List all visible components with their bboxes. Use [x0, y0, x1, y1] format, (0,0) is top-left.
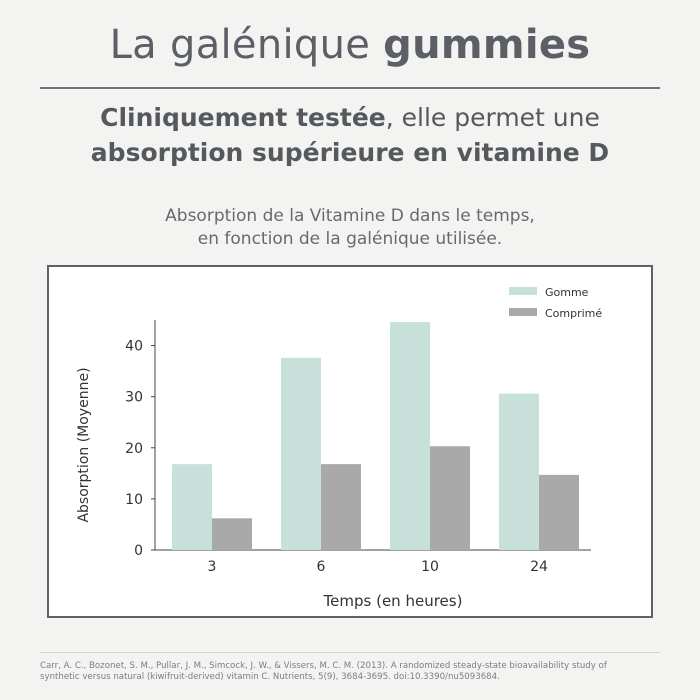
- y-tick-label: 20: [125, 441, 143, 457]
- chart-caption: Absorption de la Vitamine D dans le temp…: [0, 205, 700, 251]
- legend-label-comprime: Comprimé: [545, 307, 602, 320]
- y-tick-label: 40: [125, 339, 143, 355]
- footnote: Carr, A. C., Bozonet, S. M., Pullar, J. …: [40, 661, 670, 682]
- footnote-line-2: synthetic versus natural (kiwifruit-deri…: [40, 671, 500, 682]
- chart-frame: 0 10 20 30 40 3 6 10 24 Temps (en heures) Absorpti…: [47, 265, 653, 618]
- x-tick-label: 3: [208, 559, 217, 575]
- title-divider: [40, 87, 660, 89]
- y-tick-label: 30: [125, 390, 143, 406]
- bar-gomme: [172, 464, 212, 550]
- legend-swatch-comprime: [509, 308, 537, 316]
- subtitle-bold-1: Cliniquement testée: [100, 103, 386, 132]
- subtitle-line-1: Cliniquement testée, elle permet une: [0, 100, 700, 135]
- chart-caption-line-2: en fonction de la galénique utilisée.: [197, 229, 503, 249]
- x-tick-label: 10: [421, 559, 439, 575]
- bar-gomme: [281, 357, 321, 550]
- bar-comprime: [321, 464, 361, 550]
- x-axis-label: Temps (en heures): [323, 592, 463, 610]
- y-tick-label: 0: [134, 543, 143, 559]
- bar-gomme: [499, 393, 539, 550]
- title-light: La galénique: [109, 22, 371, 68]
- bar-chart: 0 10 20 30 40 3 6 10 24 Temps (en heures) Absorpti…: [76, 286, 602, 610]
- chart-caption-line-1: Absorption de la Vitamine D dans le temp…: [165, 206, 535, 226]
- subtitle-line-2: absorption supérieure en vitamine D: [0, 135, 700, 170]
- bar-comprime: [430, 446, 470, 550]
- subtitle-rest-1: , elle permet une: [385, 103, 600, 132]
- x-tick-label: 6: [317, 559, 326, 575]
- legend-label-gomme: Gomme: [545, 286, 589, 299]
- subtitle: Cliniquement testée, elle permet une abs…: [0, 100, 700, 170]
- y-tick-label: 10: [125, 492, 143, 508]
- page-title: La galénique gummies: [0, 22, 700, 68]
- footnote-divider: [40, 652, 660, 653]
- y-axis-label: Absorption (Moyenne): [76, 367, 92, 522]
- subtitle-bold-2: absorption supérieure en vitamine D: [90, 138, 610, 167]
- bar-comprime: [539, 474, 579, 550]
- bar-comprime: [212, 518, 252, 550]
- title-bold: gummies: [383, 22, 591, 68]
- x-tick-label: 24: [530, 559, 548, 575]
- footnote-line-1: Carr, A. C., Bozonet, S. M., Pullar, J. …: [40, 661, 607, 671]
- legend-swatch-gomme: [509, 287, 537, 295]
- bar-gomme: [390, 322, 430, 550]
